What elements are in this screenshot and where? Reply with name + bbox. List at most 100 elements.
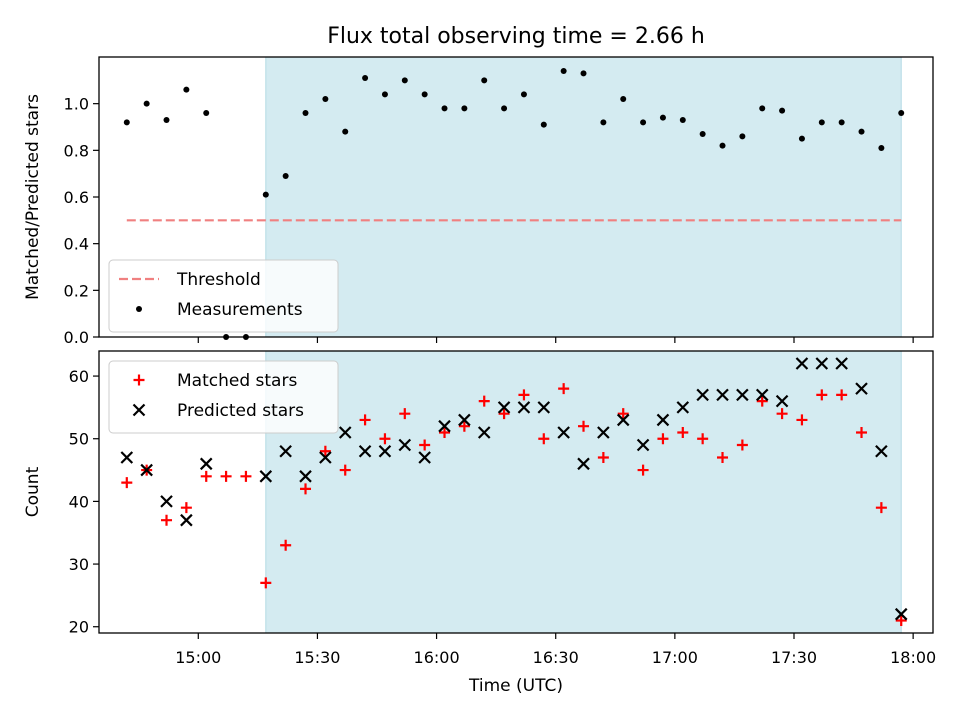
matched-star-point (796, 414, 808, 426)
matched-star-point (240, 470, 252, 482)
measurement-point (759, 105, 766, 112)
x-tick-label: 18:00 (890, 648, 936, 667)
matched-star-point (558, 383, 570, 395)
predicted-star-point (358, 444, 372, 458)
matched-star-point (697, 433, 709, 445)
legend-matched-swatch (133, 374, 145, 386)
matched-star-point (617, 408, 629, 420)
matched-star-point (776, 408, 788, 420)
measurement-point (362, 75, 369, 81)
matched-star-point (458, 420, 470, 432)
measurement-point (302, 110, 309, 116)
predicted-star-point (894, 607, 908, 621)
measurement-point (779, 107, 786, 114)
measurement-point (123, 119, 130, 126)
matched-star-point (379, 433, 391, 445)
y-tick-label: 0.8 (64, 141, 89, 160)
measurement-point (798, 135, 805, 142)
matched-star-point (121, 477, 133, 489)
legend-label: Predicted stars (177, 401, 304, 421)
measurement-point (481, 77, 488, 84)
matched-star-point (439, 426, 451, 438)
y-axis-label: Count (23, 466, 43, 517)
y-tick-label: 0.4 (64, 235, 89, 254)
predicted-star-point (279, 444, 292, 458)
matched-star-point (359, 414, 371, 426)
matched-star-point (657, 433, 669, 445)
y-tick-label: 50 (69, 430, 89, 449)
legend-box (108, 259, 339, 333)
measurement-point (520, 91, 527, 98)
matched-star-point (836, 389, 848, 401)
predicted-star-point (795, 357, 809, 370)
bottom-panel: 20 30 40 50 60 15:00 15:30 16:00 16:30 17:00 17:30… (23, 350, 936, 667)
measurement-point (560, 68, 567, 74)
predicted-star-point (775, 394, 789, 408)
x-tick-label: 15:00 (175, 648, 221, 667)
axes-frame (98, 350, 934, 634)
matched-star-point (339, 464, 351, 476)
predicted-star-point (199, 457, 213, 471)
measurement-point (640, 119, 647, 126)
measurement-point (858, 128, 865, 135)
legend-label: Measurements (177, 300, 303, 320)
shaded-observing-span (265, 351, 902, 633)
matched-star-point (597, 452, 609, 464)
measurement-point (620, 96, 627, 102)
matched-star-point (717, 452, 729, 464)
predicted-star-point (398, 438, 412, 452)
matched-star-point (578, 420, 590, 432)
chart-title: Flux total observing time = 2.66 h (327, 24, 705, 49)
legend-label: Matched stars (177, 371, 297, 391)
measurement-point (699, 131, 706, 137)
matched-star-point (260, 577, 272, 589)
measurement-point (183, 86, 190, 93)
predicted-star-point (716, 388, 729, 402)
y-tick-label: 0.0 (64, 328, 89, 347)
matched-star-point (498, 408, 510, 420)
predicted-star-point (160, 495, 173, 508)
measurement-point (163, 117, 170, 123)
matched-star-point (280, 539, 292, 551)
measurement-point (501, 105, 508, 112)
x-tick-label: 16:00 (414, 648, 460, 667)
matched-star-point (399, 408, 411, 420)
top-panel: 0.0 0.2 0.4 0.6 0.8 1.0 Matched/Predicted star… (23, 56, 934, 347)
matched-star-point (736, 439, 748, 451)
x-axis-label: Time (UTC) (468, 676, 563, 696)
measurement-point (143, 100, 150, 107)
predicted-star-point (517, 401, 531, 414)
measurement-point (719, 142, 726, 149)
y-tick-label: 20 (69, 618, 89, 637)
shaded-observing-span (265, 57, 902, 337)
legend-predicted-swatch (132, 403, 146, 417)
measurement-point (421, 91, 428, 98)
y-tick-label: 40 (69, 492, 89, 511)
predicted-star-point (418, 451, 431, 464)
measurement-point (203, 110, 210, 116)
matched-star-point (161, 514, 173, 526)
measurement-point (282, 173, 289, 179)
predicted-star-point (597, 426, 610, 439)
predicted-star-point (477, 426, 491, 439)
y-tick-label: 60 (69, 367, 89, 386)
matched-star-point (518, 389, 530, 401)
matched-star-point (677, 426, 689, 438)
matched-star-point (200, 470, 212, 482)
measurement-point (600, 119, 607, 126)
measurement-point (381, 91, 388, 98)
predicted-star-point (140, 463, 153, 477)
legend-label: Threshold (176, 270, 261, 290)
predicted-star-point (180, 513, 193, 527)
measurement-point (898, 110, 905, 116)
measurement-point (461, 105, 468, 112)
y-tick-label: 0.6 (64, 188, 89, 207)
measurement-point (540, 121, 547, 128)
predicted-star-point (577, 457, 590, 471)
y-tick-label: 30 (69, 555, 89, 574)
x-tick-label: 15:30 (294, 648, 340, 667)
matched-star-point (856, 426, 868, 438)
matched-star-point (319, 445, 331, 457)
measurement-point (262, 191, 269, 198)
